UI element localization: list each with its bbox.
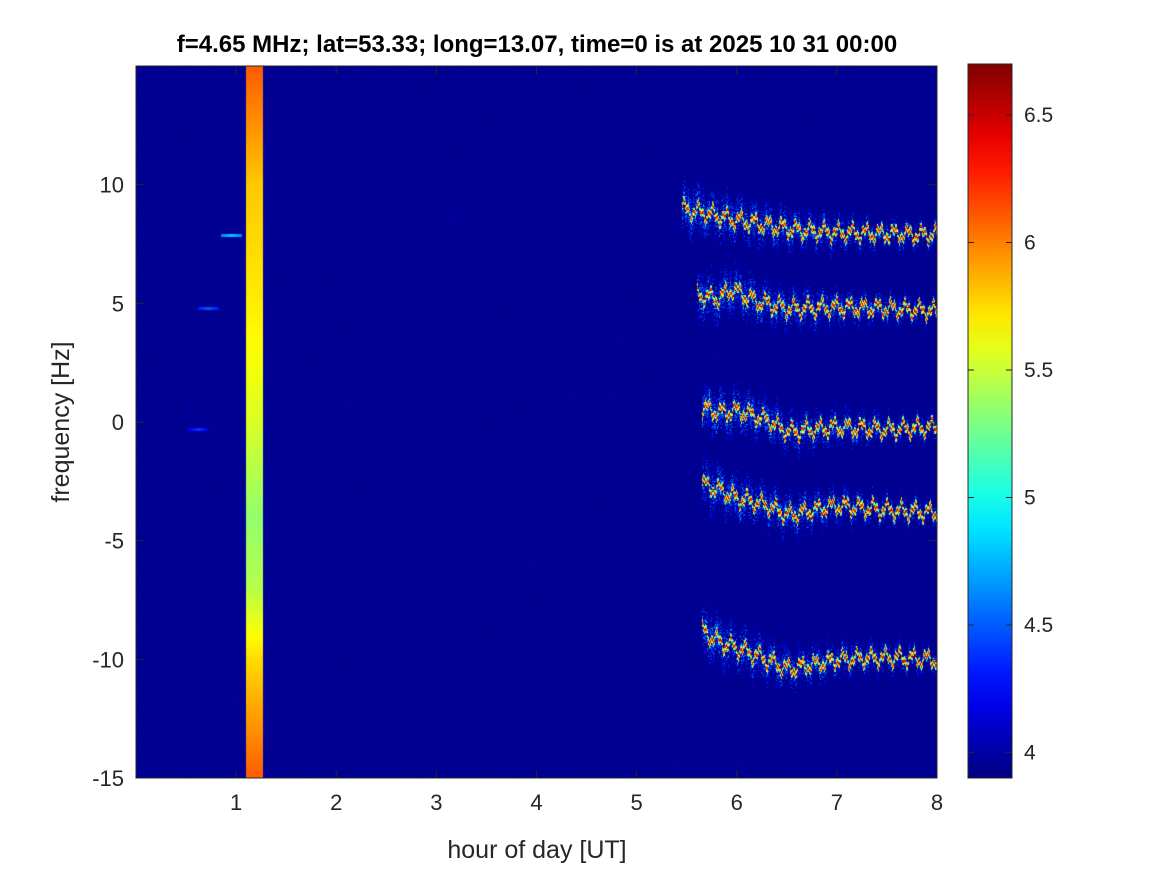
- colorbar-tick-label: 5.5: [1024, 359, 1053, 382]
- y-tick-label: 0: [112, 410, 124, 435]
- colorbar-tick-label: 4.5: [1024, 614, 1053, 637]
- y-tick-label: -5: [104, 529, 124, 554]
- y-tick-label: 5: [112, 291, 124, 316]
- x-axis: 1 2 3 4 5 6 7 8: [230, 66, 943, 815]
- y-tick-label: -10: [92, 647, 124, 672]
- x-tick-label: 2: [330, 790, 342, 815]
- y-axis: -15 -10 -5 0 5 10: [92, 173, 937, 791]
- x-tick-label: 3: [430, 790, 442, 815]
- colorbar-frame: [967, 63, 1013, 779]
- x-tick-label: 7: [831, 790, 843, 815]
- x-tick-label: 1: [230, 790, 242, 815]
- colorbar-tick-label: 6: [1024, 232, 1036, 255]
- y-tick-label: -15: [92, 766, 124, 791]
- spectrogram-image: [136, 66, 937, 778]
- colorbar-tick-label: 4: [1024, 742, 1036, 765]
- x-tick-label: 5: [631, 790, 643, 815]
- chart-title: f=4.65 MHz; lat=53.33; long=13.07, time=…: [177, 31, 897, 58]
- colorbar-gradient: [968, 64, 1012, 778]
- plot-area: [135, 65, 938, 779]
- colorbar-tick-label: 6.5: [1024, 104, 1053, 127]
- colorbar-tick-label: 5: [1024, 487, 1036, 510]
- x-tick-label: 4: [530, 790, 542, 815]
- x-axis-label: hour of day [UT]: [447, 836, 626, 864]
- x-tick-label: 6: [731, 790, 743, 815]
- x-tick-label: 8: [931, 790, 943, 815]
- y-tick-label: 10: [100, 173, 124, 198]
- y-axis-label: frequency [Hz]: [47, 341, 75, 502]
- colorbar: 4 4.5 5 5.5 6 6.5: [967, 63, 1053, 779]
